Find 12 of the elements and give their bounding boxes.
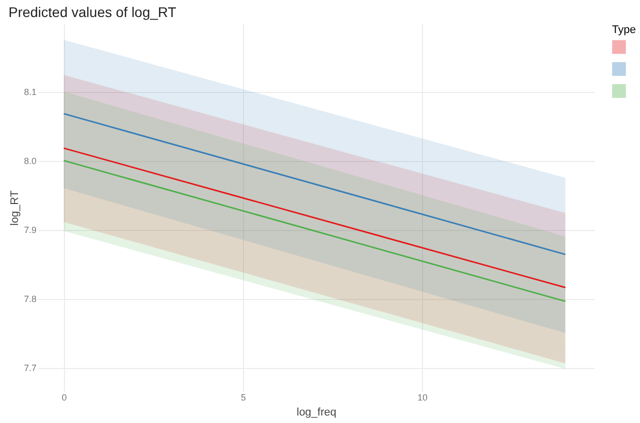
y-tick-label: 8.0: [24, 156, 36, 166]
legend-title: Type: [612, 24, 636, 36]
x-axis-title: log_freq: [296, 406, 336, 418]
y-tick-label: 8.1: [24, 87, 36, 98]
x-tick-label: 10: [418, 392, 428, 402]
chart-title: Predicted values of log_RT: [8, 4, 177, 20]
y-tick-label: 7.8: [24, 294, 36, 304]
y-tick-label: 7.7: [24, 363, 36, 374]
y-tick-label: 7.9: [24, 225, 36, 236]
y-axis-title: log_RT: [8, 190, 21, 226]
x-tick-label: 5: [240, 392, 246, 402]
x-tick-label: 0: [62, 392, 67, 402]
